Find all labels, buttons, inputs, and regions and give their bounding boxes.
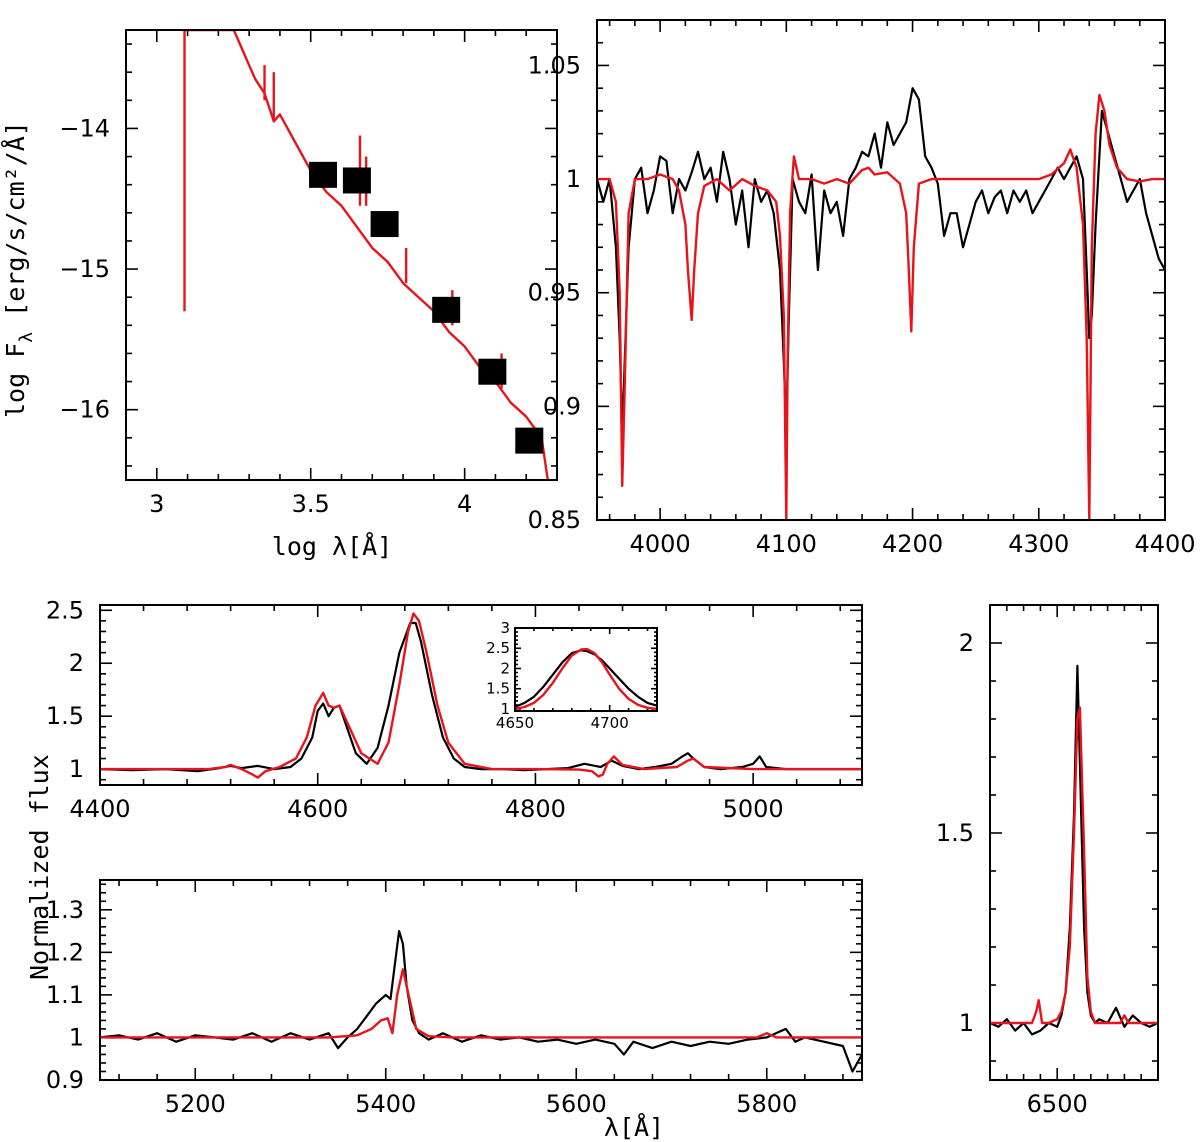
model-spectrum-line (597, 93, 1165, 520)
axes-frame (989, 604, 1159, 1081)
heii-5411-panel: 5200 5400 5600 5800 0.9 1 1.1 1.2 1.3 (46, 879, 863, 1118)
halpha-panel: 6500 1 1.5 2 (936, 604, 1159, 1118)
x-tick-label: 5800 (736, 1090, 797, 1118)
lambda-xlabel: λ[Å] (604, 1113, 664, 1142)
y-tick-label: 2 (959, 629, 974, 657)
y-tick-label: 1 (69, 755, 84, 783)
x-tick-label: 4100 (756, 530, 817, 558)
sed-ylabel: log Fλ [erg/s/cm²/Å] (1, 121, 37, 418)
model-spectrum-line (990, 706, 1158, 1025)
x-tick-label: 6500 (1027, 1090, 1088, 1118)
x-tick-label: 5200 (165, 1090, 226, 1118)
x-tick-label: 4300 (1008, 530, 1069, 558)
x-tick-label: 5600 (546, 1090, 607, 1118)
x-tick-label: 3.5 (292, 490, 330, 518)
axes-frame (514, 627, 658, 712)
normalized-flux-ylabel: Normalized flux (25, 754, 54, 980)
y-tick-label: 0.9 (46, 1066, 84, 1094)
x-tick-label: 4650 (496, 714, 534, 732)
y-tick-label: 2 (500, 659, 510, 677)
heii-4686-panel: 4400 4600 4800 5000 1 1.5 2 2.5 4650 4700 1 1.5 2 2.5… (46, 596, 863, 823)
observed-spectrum-line (515, 649, 657, 709)
model-spectrum-line (515, 647, 657, 711)
y-tick-label: 1.05 (528, 51, 581, 79)
y-tick-label: 1.5 (486, 680, 510, 698)
model-spectrum-line (183, 30, 549, 480)
x-tick-label: 4600 (287, 795, 348, 823)
y-tick-label: −14 (59, 114, 110, 142)
y-tick-label: 3 (500, 619, 510, 637)
photometry-point (515, 427, 544, 454)
observed-spectrum-line (597, 87, 1165, 437)
y-tick-label: 1.2 (46, 938, 84, 966)
y-tick-label: 1.1 (46, 981, 84, 1009)
y-tick-label: 1 (69, 1023, 84, 1051)
axes-frame (99, 879, 863, 1081)
sed-panel: 3 3.5 4 −14 −15 −16 (59, 29, 558, 518)
y-tick-label: 1 (959, 1009, 974, 1037)
y-tick-label: 2.5 (486, 639, 510, 657)
sed-xlabel: log λ[Å] (272, 532, 392, 561)
y-tick-label: −15 (59, 255, 110, 283)
photometry-point (370, 211, 399, 238)
x-tick-label: 4800 (505, 795, 566, 823)
x-tick-label: 4400 (69, 795, 130, 823)
axes-frame (99, 604, 863, 786)
x-tick-label: 5000 (723, 795, 784, 823)
y-tick-label: 2 (69, 649, 84, 677)
x-tick-label: 4700 (591, 714, 629, 732)
y-tick-label: 1 (500, 700, 510, 718)
y-tick-label: −16 (59, 396, 110, 424)
y-tick-label: 0.85 (528, 506, 581, 534)
blue-lines-panel: 4000 4100 4200 4300 4400 0.85 0.9 0.95 1 1.05 (528, 19, 1196, 558)
y-tick-label: 2.5 (46, 596, 84, 624)
x-tick-label: 3 (149, 490, 164, 518)
heii-4686-inset: 4650 4700 1 1.5 2 2.5 3 (486, 619, 658, 732)
photometry-point (342, 167, 371, 194)
axes-frame (596, 19, 1166, 521)
photometry-point (432, 296, 461, 323)
photometry-point (478, 358, 507, 385)
axes-frame (125, 29, 558, 481)
model-spectrum-line (100, 612, 862, 779)
y-tick-label: 0.9 (543, 392, 581, 420)
y-tick-label: 1.3 (46, 896, 84, 924)
observed-spectrum-line (100, 621, 862, 773)
x-tick-label: 4 (457, 490, 472, 518)
model-spectrum-line (100, 968, 862, 1039)
x-tick-label: 4400 (1134, 530, 1195, 558)
y-tick-label: 1 (566, 165, 581, 193)
y-tick-label: 0.95 (528, 279, 581, 307)
photometry-point (309, 161, 338, 188)
x-tick-label: 4000 (630, 530, 691, 558)
y-tick-label: 1.5 (936, 819, 974, 847)
y-tick-label: 1.5 (46, 702, 84, 730)
observed-spectrum-line (100, 929, 862, 1073)
x-tick-label: 4200 (882, 530, 943, 558)
x-tick-label: 5400 (355, 1090, 416, 1118)
